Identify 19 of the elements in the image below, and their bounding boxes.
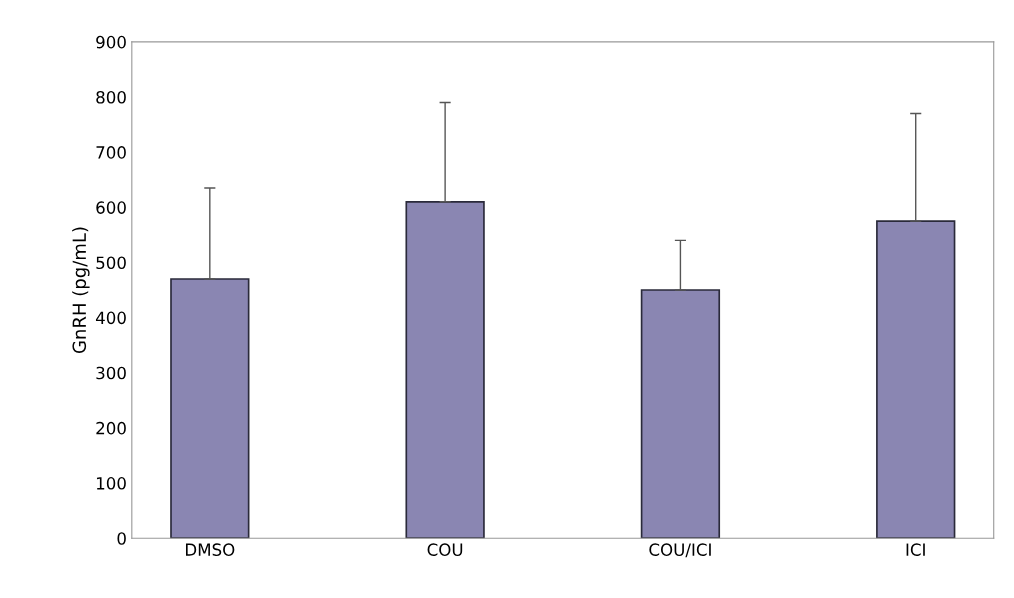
bar (405, 200, 485, 539)
x-tick-label: ICI (906, 543, 925, 556)
y-tick-label: 700 (96, 146, 126, 159)
bar (640, 289, 721, 539)
y-tick-label: 300 (96, 366, 126, 380)
y-tick-label: 800 (96, 90, 126, 104)
y-tick-label: 100 (96, 477, 126, 490)
x-tick-label: COU (427, 543, 463, 556)
y-tick-label: 200 (96, 421, 126, 435)
bar (170, 278, 250, 539)
bar (876, 220, 956, 539)
y-tick-label: 900 (96, 35, 126, 49)
y-axis-title: GnRH (pg/mL) (72, 227, 90, 354)
y-tick-label: 0 (117, 532, 126, 545)
y-tick-label: 600 (96, 201, 126, 214)
y-tick-label: 500 (96, 256, 126, 270)
x-tick-label: DMSO (186, 543, 235, 556)
x-tick-label: COU/ICI (649, 543, 711, 558)
y-tick-label: 400 (95, 311, 126, 325)
